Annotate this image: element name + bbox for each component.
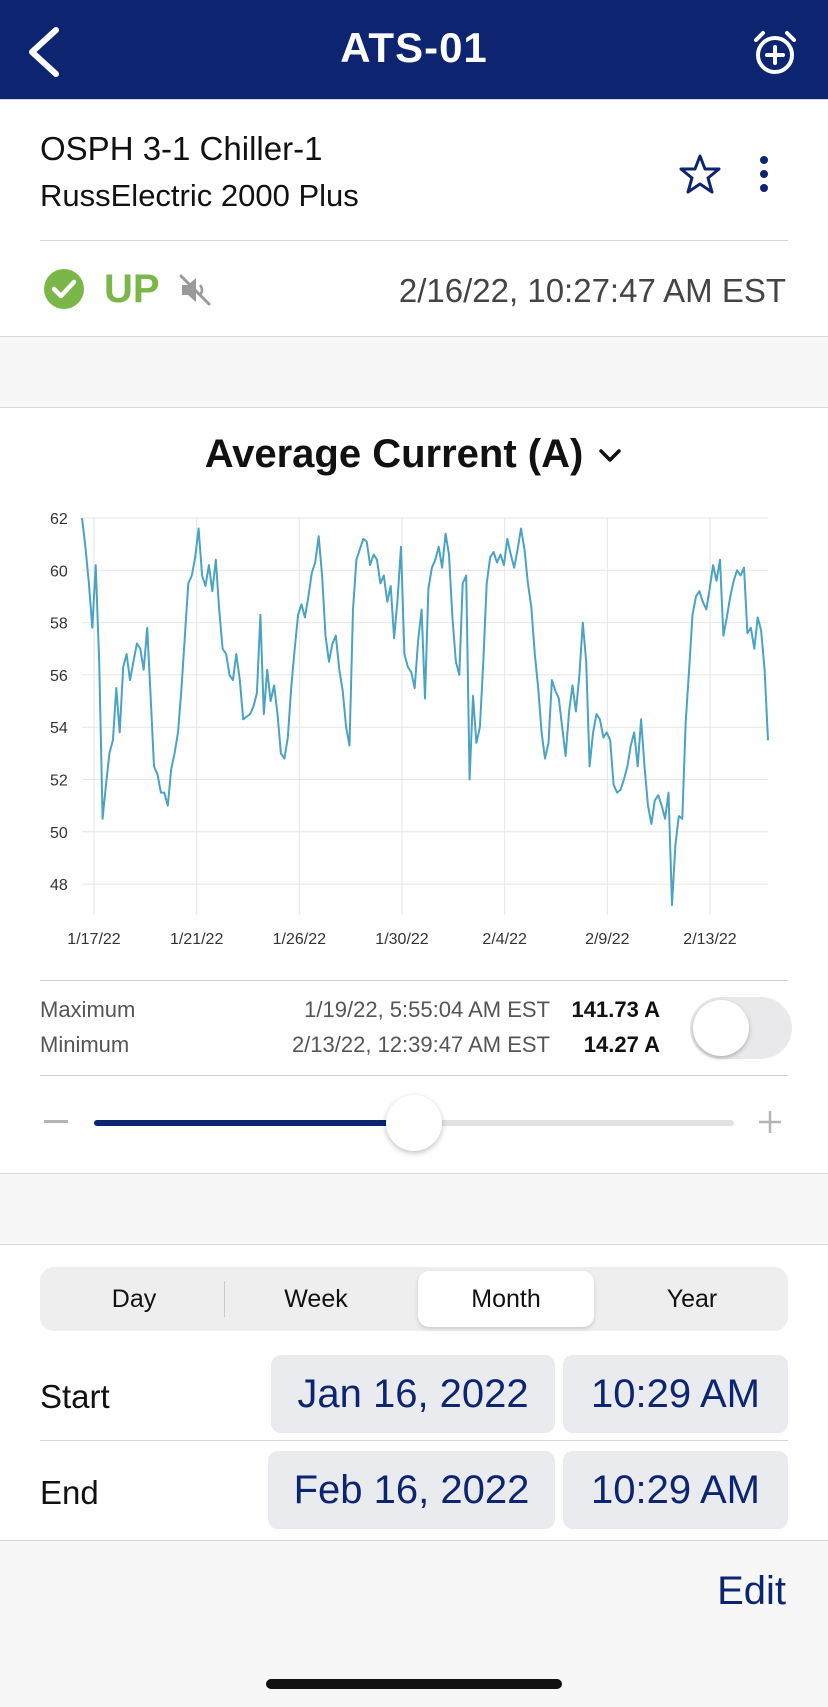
x-tick-label: 1/30/22 <box>375 931 428 948</box>
add-alarm-icon[interactable] <box>750 28 800 78</box>
x-tick-label: 1/21/22 <box>170 931 223 948</box>
nav-bar: ATS-01 <box>0 0 828 99</box>
y-tick-label: 62 <box>50 511 68 528</box>
device-name: OSPH 3-1 Chiller-1 <box>40 130 323 167</box>
min-label: Minimum <box>40 1032 130 1057</box>
tab-year[interactable]: Year <box>666 1285 718 1313</box>
y-tick-label: 56 <box>50 668 68 685</box>
favorite-star-icon[interactable] <box>678 152 722 196</box>
zoom-slider[interactable] <box>94 1095 734 1151</box>
end-time-picker[interactable]: 10:29 AM <box>563 1451 788 1529</box>
toggle-knob <box>693 1000 749 1056</box>
tab-day[interactable]: Day <box>111 1285 157 1313</box>
min-time: 2/13/22, 12:39:47 AM EST <box>291 1032 550 1057</box>
more-options-icon[interactable] <box>754 152 774 196</box>
max-row: Maximum 1/19/22, 5:55:04 AM EST 141.73 A <box>40 997 660 1027</box>
divider <box>40 240 788 241</box>
period-segmented-control: Day Week Month Year <box>40 1267 788 1331</box>
status-timestamp: 2/16/22, 10:27:47 AM EST <box>398 272 786 309</box>
end-label: End <box>40 1474 99 1511</box>
edit-button[interactable]: Edit <box>717 1569 786 1613</box>
stats-toggle[interactable] <box>690 997 792 1059</box>
back-chevron-icon[interactable] <box>20 22 70 82</box>
device-model: RussElectric 2000 Plus <box>40 178 359 213</box>
chart-card: Average Current (A) 48 50 52 54 56 58 60 62 1/17… <box>0 407 828 1174</box>
y-tick-label: 54 <box>50 720 68 737</box>
min-row: Minimum 2/13/22, 12:39:47 AM EST 14.27 A <box>40 1032 660 1062</box>
max-time: 1/19/22, 5:55:04 AM EST <box>304 997 550 1022</box>
end-date-picker[interactable]: Feb 16, 2022 <box>268 1451 555 1529</box>
y-tick-label: 52 <box>50 772 68 789</box>
segment-divider <box>224 1281 225 1317</box>
slider-fill <box>94 1120 414 1126</box>
x-tick-label: 2/4/22 <box>482 931 527 948</box>
min-value: 14.27 A <box>583 1032 660 1057</box>
start-date-picker[interactable]: Jan 16, 2022 <box>271 1355 555 1433</box>
x-tick-label: 2/13/22 <box>683 931 736 948</box>
tab-week[interactable]: Week <box>284 1285 348 1313</box>
max-value: 141.73 A <box>571 997 660 1022</box>
chart-title-selector[interactable]: Average Current (A) <box>0 432 828 477</box>
muted-speaker-icon[interactable] <box>178 273 212 307</box>
x-tick-label: 2/9/22 <box>585 931 630 948</box>
x-tick-label: 1/26/22 <box>273 931 326 948</box>
start-time-picker[interactable]: 10:29 AM <box>563 1355 788 1433</box>
line-chart: 48 50 52 54 56 58 60 62 1/17/22 1/21/22 1/26/22 1/3… <box>50 511 769 948</box>
start-label: Start <box>40 1378 110 1415</box>
slider-thumb[interactable] <box>386 1095 442 1151</box>
series-line <box>81 517 769 906</box>
status-label: UP <box>104 267 160 311</box>
home-indicator <box>266 1679 562 1689</box>
chart-title: Average Current (A) <box>204 432 584 476</box>
max-label: Maximum <box>40 997 136 1022</box>
divider <box>40 1440 788 1441</box>
chevron-down-icon <box>599 449 622 463</box>
y-tick-label: 50 <box>50 825 68 842</box>
zoom-in-icon[interactable] <box>758 1110 782 1134</box>
page-title: ATS-01 <box>340 24 488 71</box>
zoom-out-icon[interactable] <box>44 1120 68 1123</box>
range-card: Day Week Month Year Start Jan 16, 2022 1… <box>0 1244 828 1541</box>
y-tick-label: 60 <box>50 563 68 580</box>
x-tick-label: 1/17/22 <box>67 931 120 948</box>
y-tick-label: 48 <box>50 877 68 894</box>
check-circle-icon <box>44 269 84 309</box>
tab-month[interactable]: Month <box>418 1271 594 1327</box>
device-card: OSPH 3-1 Chiller-1 RussElectric 2000 Plu… <box>0 99 828 337</box>
y-tick-label: 58 <box>50 616 68 633</box>
stats-panel: Maximum 1/19/22, 5:55:04 AM EST 141.73 A… <box>40 980 792 1076</box>
